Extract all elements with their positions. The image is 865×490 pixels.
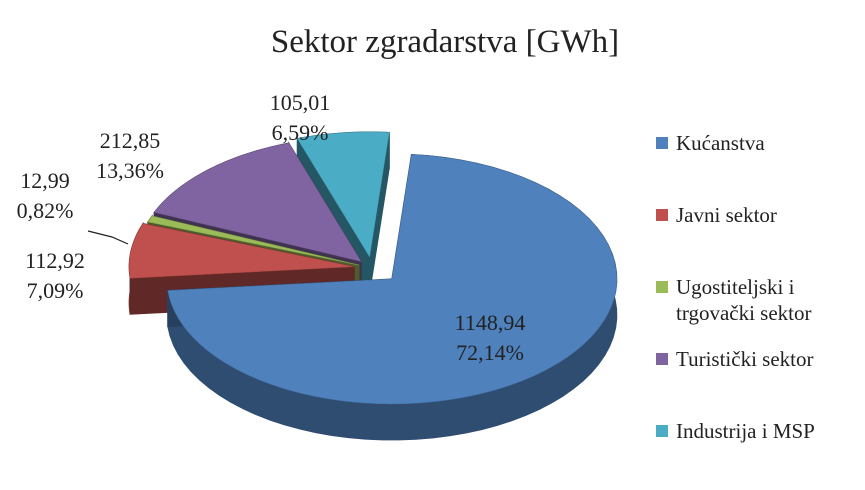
chart-title: Sektor zgradarstva [GWh] <box>271 24 619 60</box>
value-label: 112,92 <box>25 248 85 273</box>
legend-entry: Javni sektor <box>656 202 865 228</box>
pie-area: Sektor zgradarstva [GWh] 1148,9472,14%11… <box>17 24 619 441</box>
percent-label: 72,14% <box>456 340 524 365</box>
legend-swatch <box>656 137 668 149</box>
legend-swatch <box>656 281 668 293</box>
value-label: 105,01 <box>270 90 331 115</box>
value-label: 1148,94 <box>455 310 526 335</box>
slice <box>153 142 362 262</box>
slice <box>167 154 618 405</box>
labels: 1148,94 72,14% 112,92 7,09% 12,99 0,82% 212,85… <box>17 90 526 365</box>
legend: Kućanstva Javni sektor Ugostiteljski i trg… <box>656 130 865 490</box>
percent-label: 13,36% <box>96 158 164 183</box>
slice <box>296 131 390 258</box>
slice <box>147 215 360 266</box>
legend-swatch <box>656 425 668 437</box>
legend-label: Turistički sektor <box>676 347 814 371</box>
value-label: 12,99 <box>20 168 70 193</box>
legend-label: Ugostiteljski i trgovački sektor <box>676 275 812 325</box>
percent-label: 6,59% <box>272 120 329 145</box>
legend-entry: Industrija i MSP <box>656 418 865 444</box>
slice <box>128 223 355 279</box>
legend-swatch <box>656 353 668 365</box>
legend-label: Industrija i MSP <box>676 419 815 443</box>
legend-entry: Turistički sektor <box>656 346 865 372</box>
legend-label: Kućanstva <box>676 131 765 155</box>
legend-swatch <box>656 209 668 221</box>
legend-entry: Ugostiteljski i trgovački sektor <box>656 274 865 326</box>
percent-label: 7,09% <box>27 278 84 303</box>
tops <box>128 131 618 405</box>
leader-line <box>87 230 129 245</box>
percent-label: 0,82% <box>17 198 74 223</box>
legend-label: Javni sektor <box>676 203 777 227</box>
value-label: 212,85 <box>100 128 161 153</box>
chart: Sektor zgradarstva [GWh] 1148,94 72,14% 11… <box>17 24 815 443</box>
legend-entry: Kućanstva <box>656 130 865 156</box>
